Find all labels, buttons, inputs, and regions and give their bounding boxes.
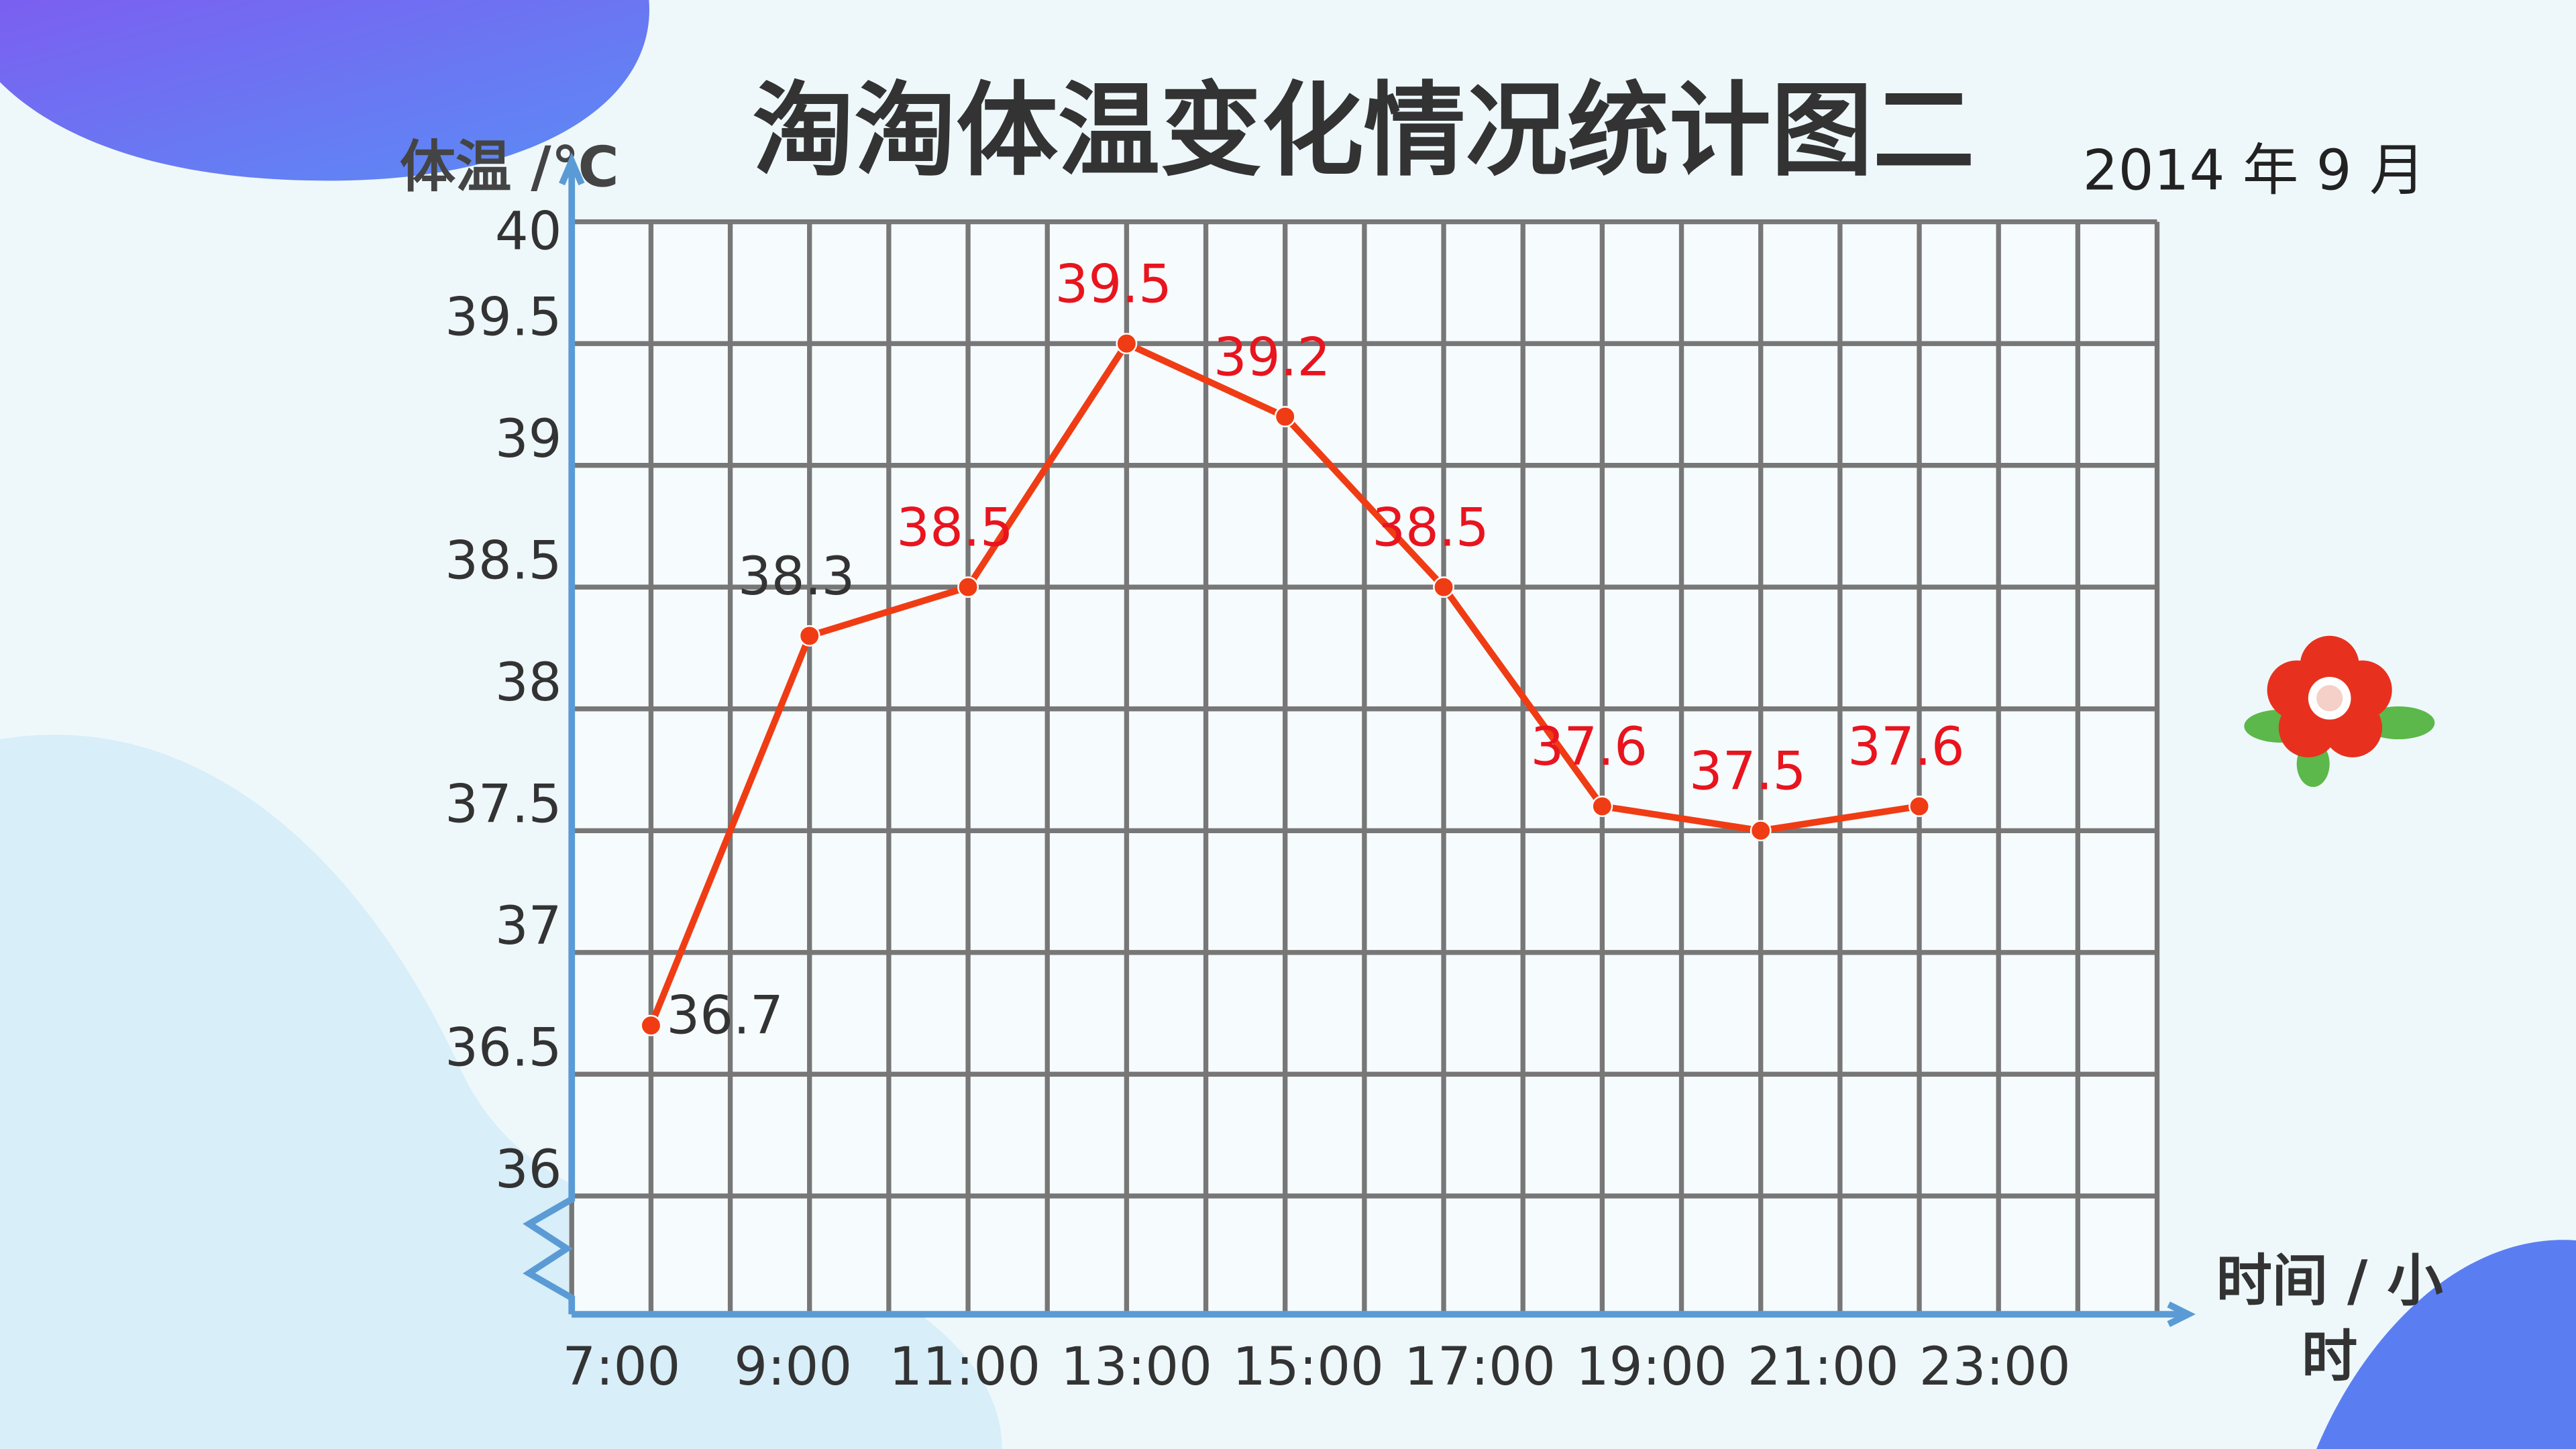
data-point <box>1591 796 1613 817</box>
data-point <box>1433 576 1454 598</box>
x-tick-label: 21:00 <box>1748 1336 1899 1397</box>
data-point <box>1116 333 1138 355</box>
x-tick-label: 19:00 <box>1576 1336 1727 1397</box>
chart-title: 淘淘体温变化情况统计图二 <box>753 71 1975 190</box>
y-tick-label: 36.5 <box>445 1018 561 1079</box>
y-axis-label: 体温 /℃ <box>400 135 619 200</box>
y-tick-label: 38 <box>495 652 562 713</box>
flower <box>2244 635 2435 788</box>
x-tick-label: 23:00 <box>1919 1336 2071 1397</box>
data-label: 37.5 <box>1689 741 1806 802</box>
data-point <box>957 576 979 598</box>
data-label: 38.5 <box>1372 497 1489 558</box>
decor-blob <box>0 0 649 181</box>
y-tick-label: 36 <box>495 1139 562 1200</box>
x-axis-label: 时间 / 小时 <box>2216 1248 2443 1389</box>
data-label: 39.5 <box>1055 254 1172 315</box>
data-label: 37.6 <box>1531 716 1648 777</box>
data-label: 37.6 <box>1847 716 1964 777</box>
x-axis <box>572 1301 2196 1328</box>
x-tick-label: 11:00 <box>889 1336 1040 1397</box>
data-point <box>1909 796 1930 817</box>
y-tick-label: 40 <box>495 201 562 262</box>
data-point <box>798 625 820 647</box>
chart-subtitle: 2014 年 9 月 <box>2083 138 2426 203</box>
data-label: 39.2 <box>1214 327 1330 388</box>
decor-blob <box>2316 1240 2576 1449</box>
data-point <box>1274 406 1296 427</box>
data-label: 38.5 <box>896 497 1013 558</box>
y-tick-label: 37 <box>495 896 562 957</box>
x-tick-label: 9:00 <box>734 1336 852 1397</box>
y-tick-label: 37.5 <box>445 773 561 835</box>
x-tick-label: 17:00 <box>1404 1336 1556 1397</box>
y-tick-label: 39 <box>495 409 562 470</box>
x-tick-label: 13:00 <box>1061 1336 1212 1397</box>
x-tick-label: 15:00 <box>1232 1336 1384 1397</box>
x-tick-label: 7:00 <box>562 1336 680 1397</box>
data-point <box>1750 820 1772 842</box>
y-tick-label: 39.5 <box>445 286 561 347</box>
data-point <box>640 1014 662 1036</box>
y-axis <box>523 152 585 1315</box>
y-tick-label: 38.5 <box>445 530 561 591</box>
data-label: 38.3 <box>738 546 855 607</box>
data-label: 36.7 <box>666 985 783 1046</box>
